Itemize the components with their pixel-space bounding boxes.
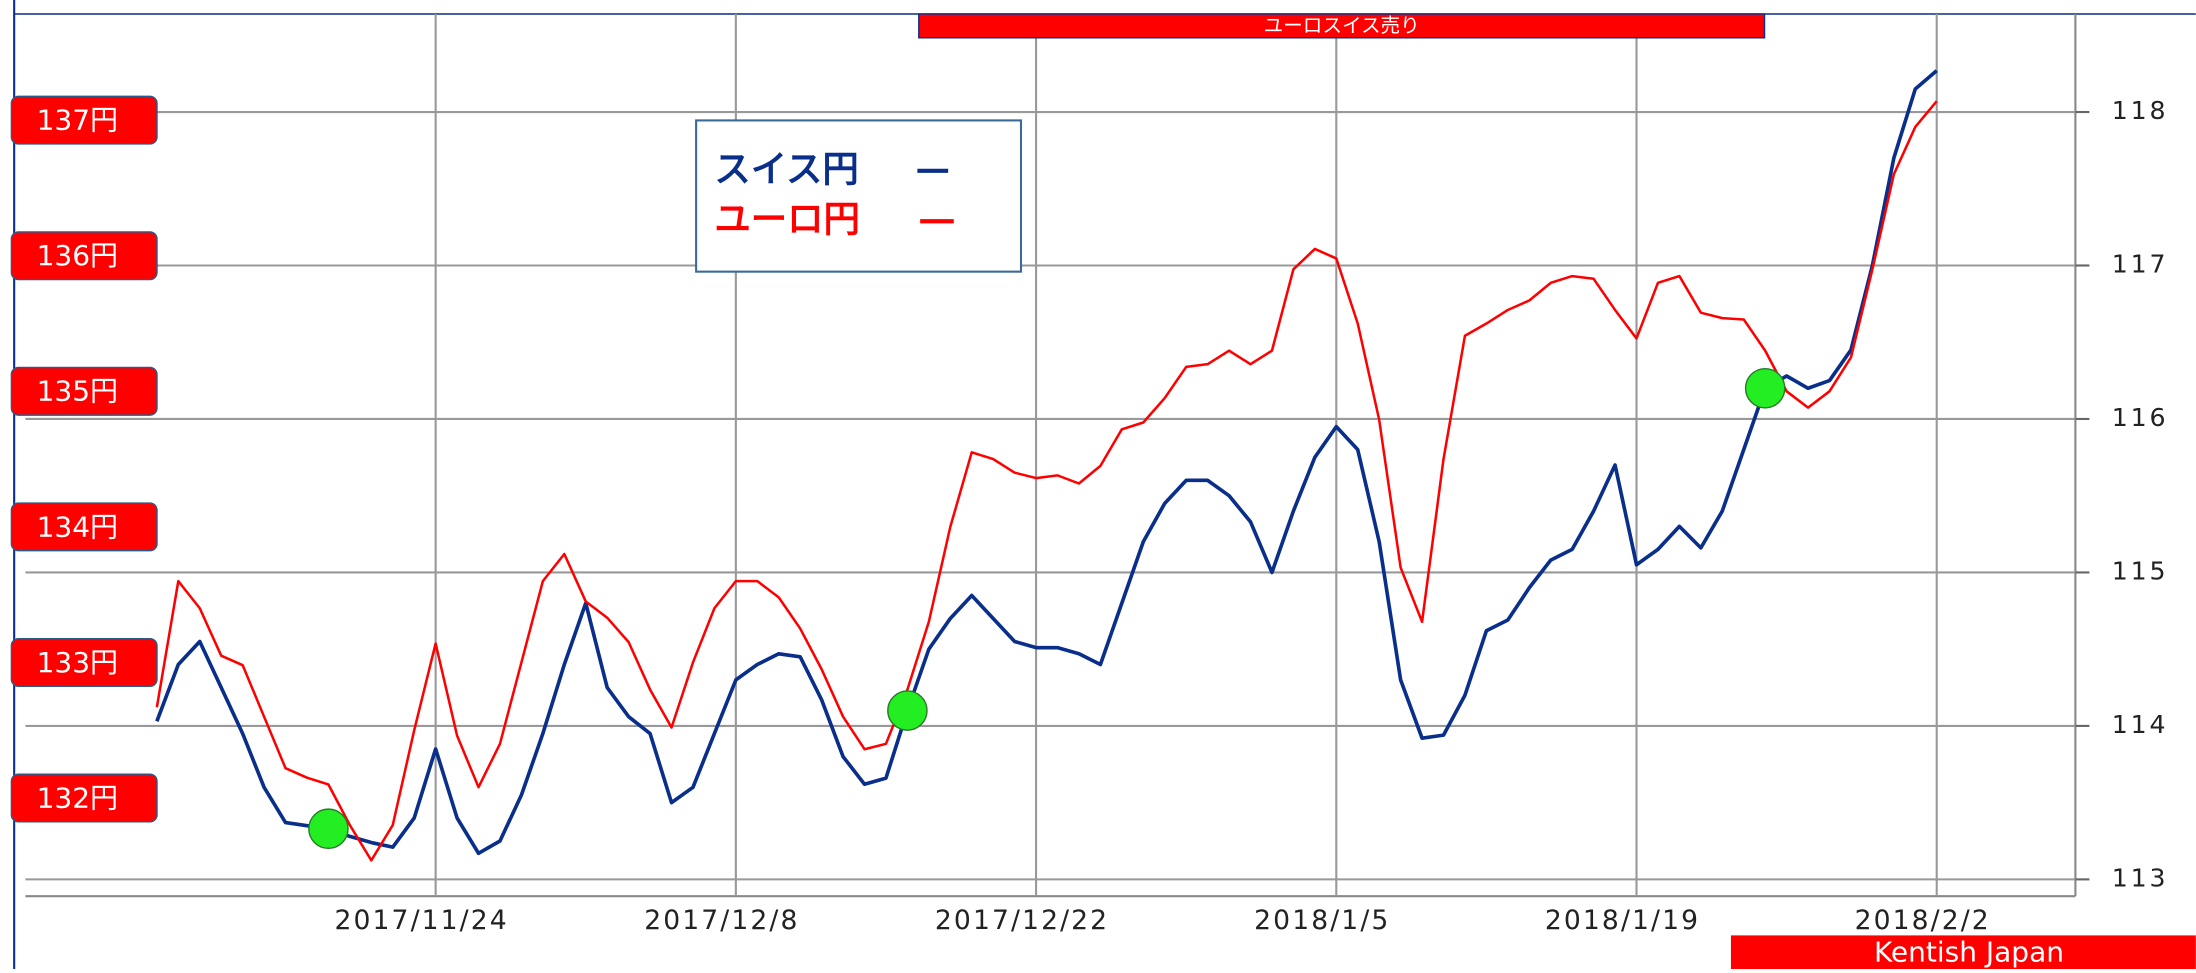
legend-label: スイス円 (714, 147, 858, 190)
y-tick-box (10, 95, 158, 145)
signal-dot (308, 808, 349, 850)
y-tick-box (10, 366, 158, 416)
y2-tick-label: 116 (2112, 403, 2168, 432)
y-tick-box (10, 502, 158, 552)
y-tick-label: 135円 (37, 375, 118, 408)
banner: ユーロスイス売り (1264, 14, 1420, 37)
x-tick-label: 2018/1/5 (1254, 905, 1390, 936)
y-tick-label: 136円 (37, 239, 118, 272)
y-tick-label: 137円 (37, 104, 118, 137)
credit-box (1730, 935, 2196, 969)
signal-dot (1744, 367, 1786, 409)
y2-tick-label: 113 (2112, 863, 2168, 892)
x-tick-label: 2017/11/24 (334, 905, 508, 936)
y-tick-label: 132円 (37, 781, 118, 814)
legend (695, 119, 1023, 273)
y2-tick-label: 117 (2112, 249, 2168, 278)
y-tick-box (10, 773, 158, 823)
y-tick-label: 134円 (37, 510, 118, 543)
y-tick-box (10, 231, 158, 281)
x-tick-label: 2017/12/22 (935, 905, 1109, 936)
banner-box (918, 13, 1766, 39)
legend-label: ユーロ円 (714, 198, 860, 241)
y-tick-label: 133円 (37, 646, 118, 679)
y2-tick-label: 114 (2112, 710, 2168, 739)
plot (155, 69, 1938, 862)
y2-tick-label: 115 (2112, 556, 2168, 585)
signal-dot (887, 690, 928, 731)
x-tick-label: 2018/2/2 (1855, 905, 1991, 936)
x-tick-label: 2018/1/19 (1545, 905, 1700, 936)
series-line (155, 100, 1938, 862)
series-line (155, 69, 1938, 856)
x-tick-label: 2017/12/8 (644, 905, 799, 936)
y-tick-box (10, 637, 158, 687)
y2-tick-label: 118 (2112, 96, 2168, 125)
credit: Kentish Japan (1874, 936, 2064, 969)
